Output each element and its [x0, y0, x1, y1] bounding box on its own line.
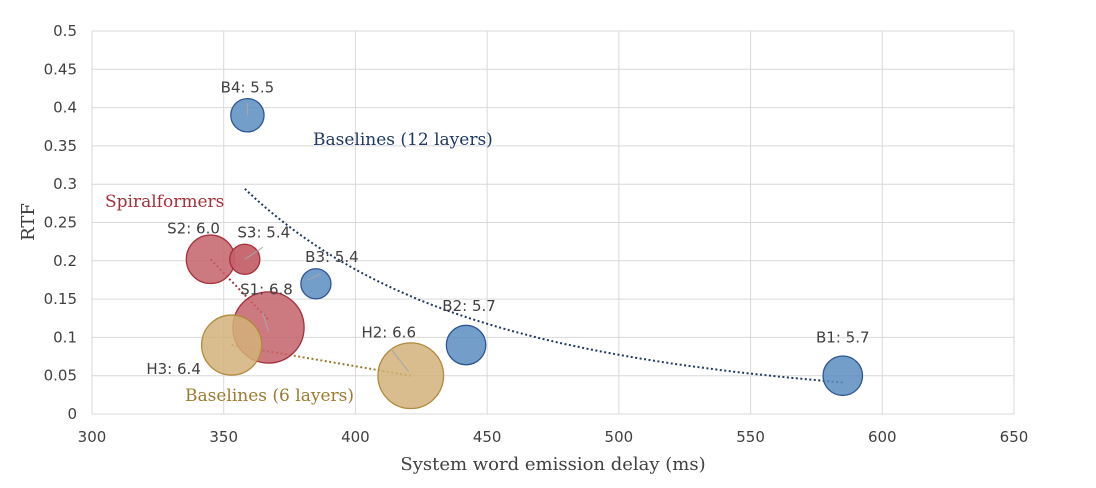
group-label-baselines-6: Baselines (6 layers) — [185, 386, 354, 406]
x-tick-label: 400 — [341, 428, 370, 446]
x-tick-label: 350 — [209, 428, 238, 446]
group-label-baselines-12: Baselines (12 layers) — [313, 130, 493, 150]
leader-line — [244, 246, 264, 260]
bubble-h3 — [200, 314, 263, 376]
bubble-b2 — [445, 324, 487, 366]
y-tick-label: 0.15 — [44, 290, 77, 308]
point-label-s2: S2: 6.0 — [167, 219, 220, 237]
y-tick-label: 0.35 — [44, 137, 77, 155]
bubble-b3 — [300, 268, 332, 300]
trendline-baselines-6 — [231, 344, 411, 377]
bubble-s2 — [185, 234, 236, 285]
x-tick-label: 450 — [473, 428, 502, 446]
group-label-spiralformers: Spiralformers — [105, 192, 224, 212]
bubble-h2 — [377, 342, 445, 410]
y-tick-label: 0.25 — [44, 214, 77, 232]
x-tick-label: 500 — [605, 428, 634, 446]
y-tick-label: 0.1 — [53, 328, 77, 346]
point-label-s1: S1: 6.8 — [240, 280, 293, 298]
bubble-b1 — [822, 355, 864, 397]
x-tick-label: 300 — [78, 428, 107, 446]
point-labels: B1: 5.7 B2: 5.7 B3: 5.4 B4: 5.5 S1: 6.8 S2: 6… — [146, 78, 869, 378]
y-tick-label: 0 — [67, 405, 77, 423]
x-tick-label: 550 — [736, 428, 765, 446]
point-label-b2: B2: 5.7 — [442, 297, 496, 315]
point-label-h2: H2: 6.6 — [361, 324, 416, 342]
point-label-b3: B3: 5.4 — [305, 248, 359, 266]
leader-line — [307, 273, 322, 281]
leader-line — [262, 312, 269, 332]
point-label-b4: B4: 5.5 — [221, 78, 275, 96]
y-tick-label: 0.4 — [53, 99, 77, 117]
y-tick-label: 0.2 — [53, 252, 77, 270]
tick-labels: 300 350 400 450 500 550 600 650 0 0.05 0.1 0.15 0.2 0… — [44, 22, 1029, 446]
x-tick-label: 650 — [1000, 428, 1029, 446]
y-tick-label: 0.5 — [53, 22, 77, 40]
y-tick-label: 0.05 — [44, 367, 77, 385]
point-label-b1: B1: 5.7 — [816, 329, 870, 347]
point-label-s3: S3: 5.4 — [237, 223, 290, 241]
x-axis-title: System word emission delay (ms) — [400, 454, 705, 475]
y-axis-title: RTF — [18, 203, 39, 241]
x-tick-label: 600 — [868, 428, 897, 446]
y-tick-label: 0.3 — [53, 175, 77, 193]
point-label-h3: H3: 6.4 — [146, 360, 201, 378]
y-tick-label: 0.45 — [44, 60, 77, 78]
trendline-baselines-12 — [244, 188, 843, 384]
bubbles — [185, 97, 864, 410]
leader-line — [390, 348, 410, 373]
